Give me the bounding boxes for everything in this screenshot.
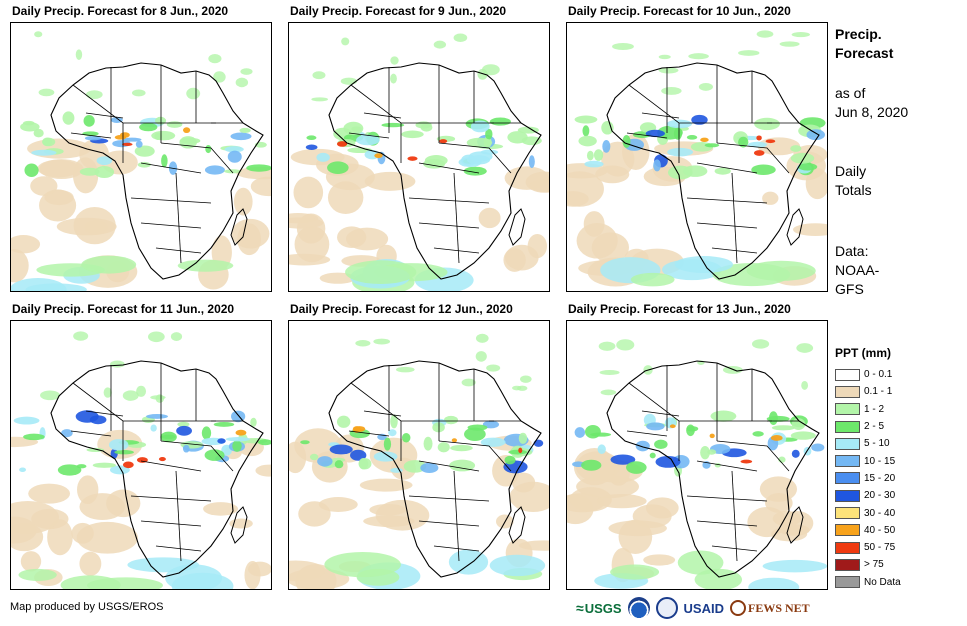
as-of-date: as of Jun 8, 2020 (835, 84, 908, 122)
legend-label: 50 - 75 (864, 542, 896, 554)
precip-map (10, 320, 272, 590)
precip-map (288, 320, 550, 590)
precip-map (10, 22, 272, 292)
usaid-seal-icon (655, 597, 678, 619)
totals-line: Daily (835, 163, 867, 179)
map-heading: Precip. Forecast (835, 25, 893, 63)
legend-item: 1 - 2 (835, 401, 901, 418)
credit-text: Map produced by USGS/EROS (10, 601, 164, 613)
legend-swatch (835, 472, 860, 485)
legend-swatch (835, 437, 860, 450)
legend-item: > 75 (835, 556, 901, 573)
legend-label: 30 - 40 (864, 507, 896, 519)
legend-label: 2 - 5 (864, 421, 885, 433)
as-of-label: as of (835, 85, 866, 101)
legend-swatch (835, 385, 860, 398)
legend-label: 10 - 15 (864, 455, 896, 467)
forecast-panel-jun8: Daily Precip. Forecast for 8 Jun., 2020 (10, 4, 272, 292)
legend-item: 10 - 15 (835, 452, 901, 469)
logo-strip: ≈ USGS USAID FEWS NET (576, 594, 810, 622)
data-source-line: Data: (835, 243, 869, 259)
legend-item: 0.1 - 1 (835, 383, 901, 400)
usgs-logo: ≈ USGS (576, 600, 622, 616)
legend-item: 20 - 30 (835, 487, 901, 504)
as-of-value: Jun 8, 2020 (835, 104, 909, 120)
legend-label: > 75 (864, 559, 884, 571)
fews-net-logo: FEWS NET (729, 600, 810, 616)
panel-title: Daily Precip. Forecast for 8 Jun., 2020 (12, 4, 229, 18)
fews-globe-icon (729, 600, 746, 616)
usaid-logo: USAID (683, 600, 724, 616)
forecast-panel-jun12: Daily Precip. Forecast for 12 Jun., 2020 (288, 302, 550, 590)
panel-title: Daily Precip. Forecast for 13 Jun., 2020 (568, 302, 791, 316)
legend-label: No Data (864, 576, 901, 588)
forecast-panel-jun10: Daily Precip. Forecast for 10 Jun., 2020 (566, 4, 828, 292)
legend-swatch (835, 541, 860, 554)
legend-label: 1 - 2 (864, 403, 885, 415)
legend-label: 15 - 20 (864, 472, 896, 484)
heading-line: Forecast (835, 45, 894, 61)
legend-swatch (835, 455, 860, 468)
legend-swatch (835, 524, 860, 537)
forecast-panel-jun11: Daily Precip. Forecast for 11 Jun., 2020 (10, 302, 272, 590)
totals-line: Totals (835, 182, 872, 198)
legend-label: 5 - 10 (864, 438, 890, 450)
legend-swatch (835, 403, 860, 416)
forecast-panel-jun9: Daily Precip. Forecast for 9 Jun., 2020 (288, 4, 550, 292)
legend-label: 0 - 0.1 (864, 369, 893, 381)
heading-line: Precip. (835, 26, 882, 42)
legend-label: 40 - 50 (864, 524, 896, 536)
panel-title: Daily Precip. Forecast for 11 Jun., 2020 (12, 302, 235, 316)
legend-item: 2 - 5 (835, 418, 901, 435)
panel-title: Daily Precip. Forecast for 9 Jun., 2020 (290, 4, 507, 18)
legend-label: 20 - 30 (864, 490, 896, 502)
legend-swatch (835, 489, 860, 502)
precip-map (566, 22, 828, 292)
legend-title: PPT (mm) (835, 346, 892, 360)
legend-swatch (835, 558, 860, 571)
legend-item: No Data (835, 574, 901, 591)
usgs-logo-text: USGS (584, 600, 622, 616)
legend-item: 15 - 20 (835, 470, 901, 487)
legend-label: 0.1 - 1 (864, 386, 893, 398)
legend-item: 0 - 0.1 (835, 366, 901, 383)
legend-swatch (835, 507, 860, 520)
totals-note: Daily Totals (835, 162, 872, 200)
usgs-wave-icon: ≈ (576, 600, 584, 616)
legend-item: 40 - 50 (835, 522, 901, 539)
panel-title: Daily Precip. Forecast for 12 Jun., 2020 (290, 302, 513, 316)
data-source-line: GFS (835, 281, 864, 297)
panel-title: Daily Precip. Forecast for 10 Jun., 2020 (568, 4, 791, 18)
data-source: Data: NOAA- GFS (835, 242, 879, 299)
legend-item: 30 - 40 (835, 504, 901, 521)
legend-swatch (835, 420, 860, 433)
fews-logo-text: FEWS NET (747, 600, 810, 615)
legend-item: 50 - 75 (835, 539, 901, 556)
legend-item: 5 - 10 (835, 435, 901, 452)
forecast-panel-jun13: Daily Precip. Forecast for 13 Jun., 2020 (566, 302, 828, 590)
data-source-line: NOAA- (835, 262, 880, 278)
noaa-seal-icon (627, 597, 650, 619)
legend-swatch (835, 576, 860, 589)
precip-map (566, 320, 828, 590)
legend: 0 - 0.1 0.1 - 1 1 - 2 2 - 5 5 - 10 10 - 15 15 … (835, 366, 901, 591)
precip-map (288, 22, 550, 292)
legend-swatch (835, 368, 860, 381)
